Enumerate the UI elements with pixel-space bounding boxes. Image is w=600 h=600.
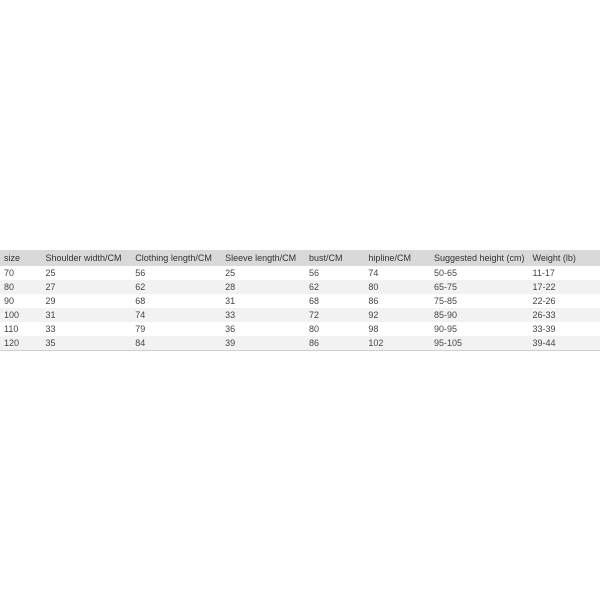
cell-weight: 17-22 [529, 280, 600, 294]
header-row: size Shoulder width/CM Clothing length/C… [0, 250, 600, 266]
cell-size: 70 [0, 266, 41, 280]
cell-hip: 98 [364, 322, 430, 336]
cell-bust: 72 [305, 308, 364, 322]
cell-weight: 11-17 [529, 266, 600, 280]
cell-shoulder: 29 [41, 294, 131, 308]
col-header-clothing: Clothing length/CM [131, 250, 221, 266]
cell-clothing: 62 [131, 280, 221, 294]
cell-bust: 56 [305, 266, 364, 280]
cell-bust: 80 [305, 322, 364, 336]
col-header-hipline: hipline/CM [364, 250, 430, 266]
cell-bust: 68 [305, 294, 364, 308]
table-row: 90 29 68 31 68 86 75-85 22-26 [0, 294, 600, 308]
table-row: 110 33 79 36 80 98 90-95 33-39 [0, 322, 600, 336]
cell-height: 90-95 [430, 322, 529, 336]
cell-hip: 92 [364, 308, 430, 322]
cell-shoulder: 25 [41, 266, 131, 280]
col-header-sleeve: Sleeve length/CM [221, 250, 305, 266]
cell-bust: 62 [305, 280, 364, 294]
cell-clothing: 79 [131, 322, 221, 336]
cell-weight: 33-39 [529, 322, 600, 336]
table-body: 70 25 56 25 56 74 50-65 11-17 80 27 62 2… [0, 266, 600, 351]
col-header-shoulder: Shoulder width/CM [41, 250, 131, 266]
cell-height: 75-85 [430, 294, 529, 308]
cell-hip: 86 [364, 294, 430, 308]
size-chart-container: size Shoulder width/CM Clothing length/C… [0, 250, 600, 351]
cell-shoulder: 31 [41, 308, 131, 322]
cell-height: 50-65 [430, 266, 529, 280]
col-header-bust: bust/CM [305, 250, 364, 266]
col-header-height: Suggested height (cm) [430, 250, 529, 266]
cell-clothing: 84 [131, 336, 221, 351]
cell-hip: 80 [364, 280, 430, 294]
cell-shoulder: 33 [41, 322, 131, 336]
cell-sleeve: 25 [221, 266, 305, 280]
cell-sleeve: 28 [221, 280, 305, 294]
cell-hip: 74 [364, 266, 430, 280]
cell-sleeve: 33 [221, 308, 305, 322]
cell-height: 95-105 [430, 336, 529, 351]
cell-height: 85-90 [430, 308, 529, 322]
cell-weight: 22-26 [529, 294, 600, 308]
size-chart-table: size Shoulder width/CM Clothing length/C… [0, 250, 600, 351]
table-row: 80 27 62 28 62 80 65-75 17-22 [0, 280, 600, 294]
cell-shoulder: 27 [41, 280, 131, 294]
cell-clothing: 74 [131, 308, 221, 322]
col-header-weight: Weight (lb) [529, 250, 600, 266]
cell-size: 80 [0, 280, 41, 294]
cell-sleeve: 36 [221, 322, 305, 336]
cell-clothing: 56 [131, 266, 221, 280]
cell-size: 110 [0, 322, 41, 336]
cell-size: 90 [0, 294, 41, 308]
cell-sleeve: 31 [221, 294, 305, 308]
cell-weight: 39-44 [529, 336, 600, 351]
cell-size: 100 [0, 308, 41, 322]
cell-shoulder: 35 [41, 336, 131, 351]
col-header-size: size [0, 250, 41, 266]
table-row: 120 35 84 39 86 102 95-105 39-44 [0, 336, 600, 351]
table-row: 70 25 56 25 56 74 50-65 11-17 [0, 266, 600, 280]
cell-sleeve: 39 [221, 336, 305, 351]
table-row: 100 31 74 33 72 92 85-90 26-33 [0, 308, 600, 322]
cell-size: 120 [0, 336, 41, 351]
cell-clothing: 68 [131, 294, 221, 308]
cell-hip: 102 [364, 336, 430, 351]
cell-weight: 26-33 [529, 308, 600, 322]
cell-height: 65-75 [430, 280, 529, 294]
cell-bust: 86 [305, 336, 364, 351]
